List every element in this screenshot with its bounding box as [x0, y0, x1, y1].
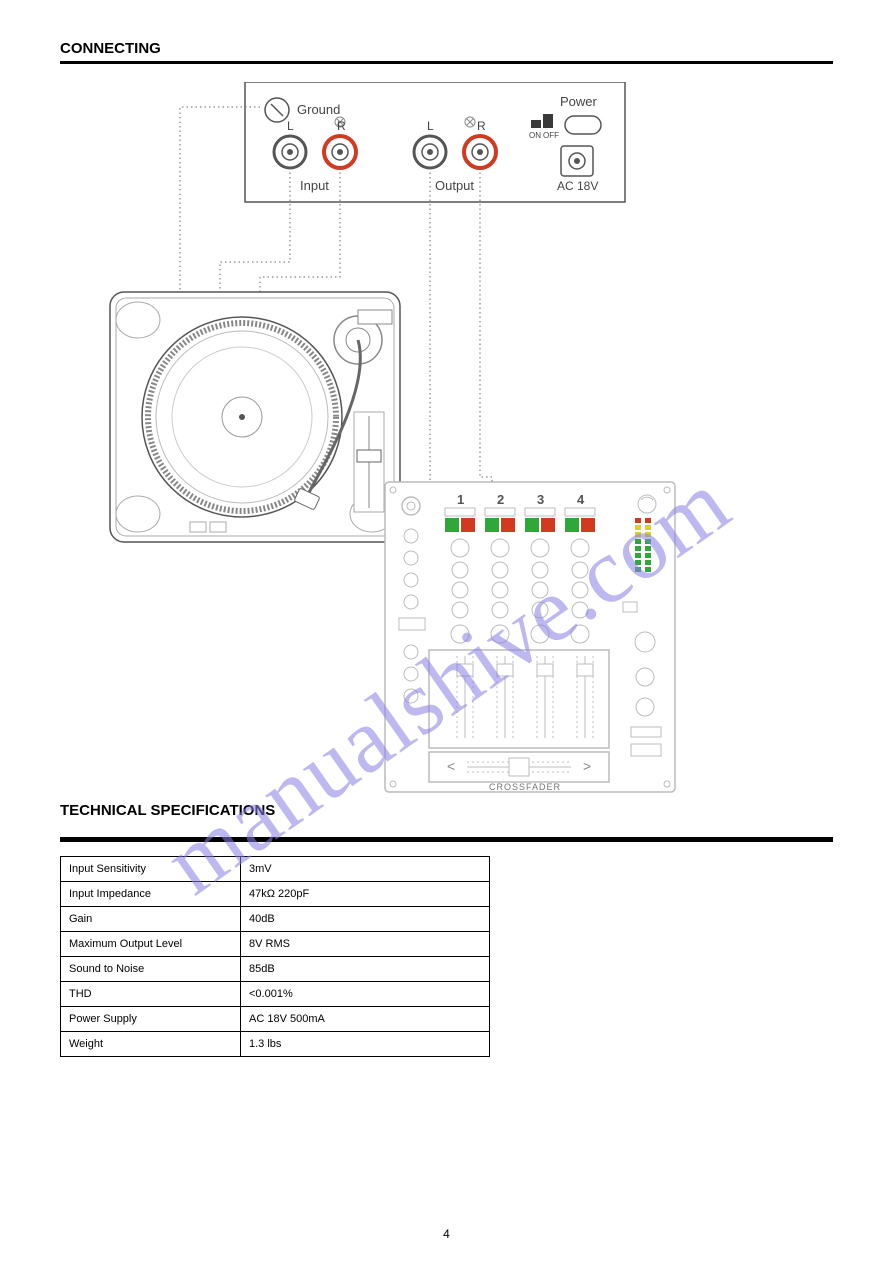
svg-text:AC 18V: AC 18V	[557, 179, 598, 193]
table-row: Input Impedance47kΩ 220pF	[61, 882, 490, 907]
rear-panel: Ground L R Input	[245, 82, 625, 202]
svg-text:Input: Input	[300, 178, 329, 193]
label-ground: Ground	[297, 102, 340, 117]
svg-text:>: >	[583, 758, 591, 774]
svg-text:2: 2	[497, 492, 504, 507]
svg-text:Power: Power	[560, 94, 598, 109]
connecting-title: CONNECTING	[60, 40, 833, 57]
svg-text:Output: Output	[435, 178, 474, 193]
table-row: Weight1.3 lbs	[61, 1032, 490, 1057]
svg-text:4: 4	[577, 492, 585, 507]
svg-text:L: L	[287, 119, 294, 133]
rule-specs	[60, 837, 833, 842]
table-row: Input Sensitivity3mV	[61, 857, 490, 882]
table-row: Power SupplyAC 18V 500mA	[61, 1007, 490, 1032]
mixer: 1 2 3 4	[385, 482, 675, 792]
svg-text:R: R	[337, 119, 346, 133]
svg-text:CROSSFADER: CROSSFADER	[489, 782, 561, 792]
page-number: 4	[0, 1227, 893, 1241]
connection-diagram: Ground L R Input	[60, 82, 833, 802]
svg-text:ON: ON	[529, 131, 541, 140]
svg-text:1: 1	[457, 492, 464, 507]
svg-text:3: 3	[537, 492, 544, 507]
turntable	[110, 292, 400, 542]
table-row: Sound to Noise85dB	[61, 957, 490, 982]
svg-text:L: L	[427, 119, 434, 133]
table-row: THD<0.001%	[61, 982, 490, 1007]
rule-top	[60, 61, 833, 64]
spec-table: Input Sensitivity3mV Input Impedance47kΩ…	[60, 856, 490, 1057]
svg-text:R: R	[477, 119, 486, 133]
specs-title: TECHNICAL SPECIFICATIONS	[60, 802, 833, 819]
table-row: Gain40dB	[61, 907, 490, 932]
svg-text:<: <	[447, 758, 455, 774]
svg-text:OFF: OFF	[543, 131, 559, 140]
table-row: Maximum Output Level8V RMS	[61, 932, 490, 957]
